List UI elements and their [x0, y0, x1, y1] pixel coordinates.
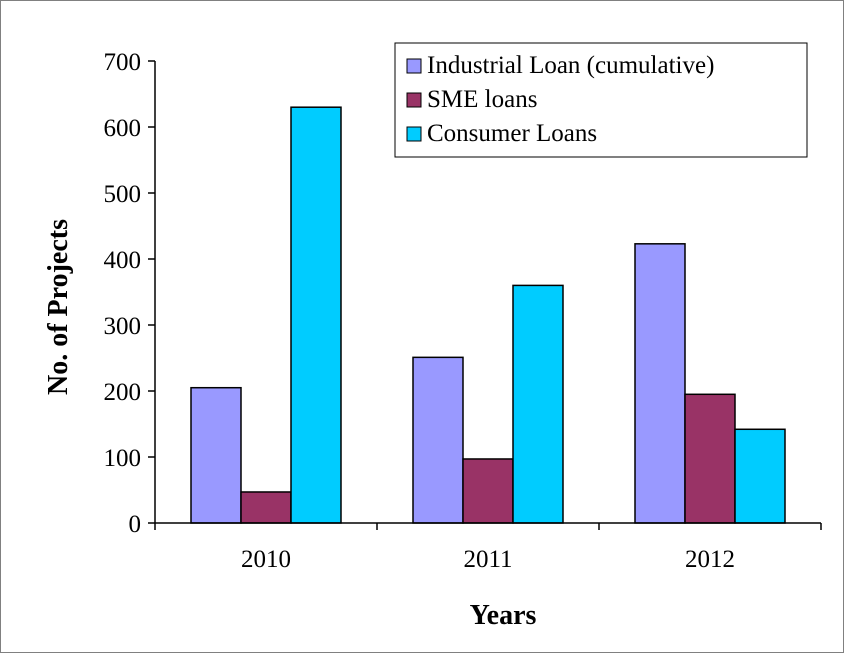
- y-tick-label: 600: [104, 115, 142, 142]
- y-tick-label: 500: [104, 181, 142, 208]
- bar-sme-loans-2011: [462, 458, 514, 524]
- bar-industrial-loan-cumulative--2010: [190, 386, 242, 524]
- y-tick-label: 400: [104, 247, 142, 274]
- y-ticks-group: 0 100 200 300 400 500 600 700: [104, 49, 155, 538]
- y-tick-label: 300: [104, 313, 142, 340]
- legend-box: [394, 42, 808, 158]
- x-ticks-group: 2010 2011 2012: [154, 523, 822, 573]
- y-tick-label: 0: [129, 511, 142, 538]
- legend-swatch: [406, 58, 422, 74]
- x-tick-label: 2010: [241, 546, 291, 573]
- bar-consumer-loans-2010: [290, 106, 342, 524]
- legend-swatch: [406, 126, 422, 142]
- bar-sme-loans-2010: [240, 491, 292, 524]
- x-tick-label: 2012: [685, 546, 735, 573]
- bar-consumer-loans-2012: [734, 428, 786, 524]
- legend-label: Industrial Loan (cumulative): [427, 52, 714, 79]
- y-axis-title: No. of Projects: [43, 219, 74, 395]
- bar-consumer-loans-2011: [512, 284, 564, 524]
- legend-label: Consumer Loans: [427, 120, 597, 147]
- x-axis-title: Years: [470, 600, 537, 631]
- y-tick-label: 700: [104, 49, 142, 76]
- bar-industrial-loan-cumulative--2011: [412, 356, 464, 524]
- legend: Industrial Loan (cumulative) SME loans Con…: [394, 42, 808, 158]
- bars-group: [190, 106, 786, 524]
- y-tick-label: 100: [104, 445, 142, 472]
- y-tick-label: 200: [104, 379, 142, 406]
- x-tick-label: 2011: [463, 546, 512, 573]
- bar-sme-loans-2012: [684, 393, 736, 524]
- legend-label: SME loans: [427, 86, 537, 113]
- bar-industrial-loan-cumulative--2012: [634, 243, 686, 524]
- legend-swatch: [406, 92, 422, 108]
